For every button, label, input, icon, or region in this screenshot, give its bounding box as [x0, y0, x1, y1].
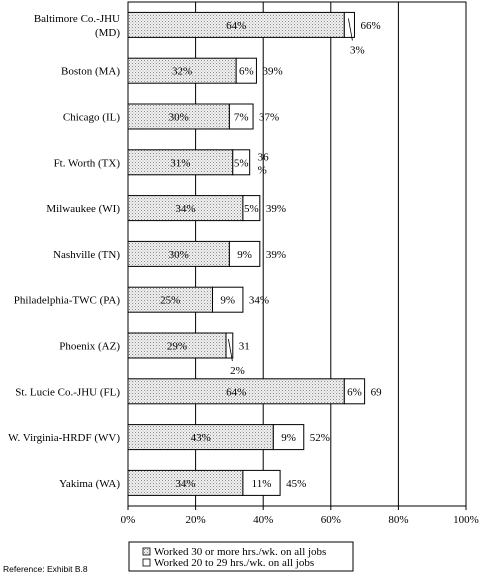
x-tick-label: 0% [121, 514, 136, 526]
bar-series-1 [127, 195, 244, 222]
bar-value-label-series-2: 5% [234, 157, 249, 169]
legend-swatch-series-1 [142, 547, 151, 556]
category-label: Ft. Worth (TX) [54, 157, 121, 169]
x-tick-label: 60% [321, 514, 341, 526]
bar-series-1 [127, 11, 345, 38]
bar-total-label: 39% [266, 203, 286, 215]
category-label: Nashville (TN) [53, 249, 120, 261]
bar-total-label: 45% [286, 478, 306, 490]
x-tick-label: 80% [388, 514, 408, 526]
bar-total-label: 52% [310, 432, 330, 444]
bar-value-label-series-1: 34% [175, 478, 195, 490]
data-labels: 64% 3% 66% 32% 6% 39% 30% 7% 37% 31% 5% 36% 34% 5% 39%… [160, 18, 382, 490]
bar-value-label-series-1: 34% [175, 203, 195, 215]
bar-value-label-series-2: 6% [239, 66, 254, 78]
bar-series-2 [232, 149, 251, 176]
bar-series-1 [127, 286, 213, 313]
category-label: Philadelphia-TWC (PA) [14, 295, 121, 307]
bar-total-label: 66% [360, 20, 380, 32]
legend: Worked 30 or more hrs./wk. on all jobs W… [128, 541, 354, 572]
bar-series-2 [242, 469, 281, 496]
bar-value-label-series-2: 7% [234, 112, 249, 124]
bar-total-label: 31 [239, 341, 250, 353]
bar-series-1 [127, 103, 230, 130]
bar-total-label: 39% [266, 249, 286, 261]
axes: 0% 20% 40% 60% 80% 100% Baltimore Co.-JHU (MD) B… [8, 1, 479, 526]
bar-value-label-series-1: 43% [191, 432, 211, 444]
bar-value-label-series-1: 25% [160, 295, 180, 307]
bar-value-label-series-2: 2% [230, 365, 245, 377]
bar-value-label-series-1: 31% [170, 157, 190, 169]
bar-value-label-series-1: 30% [169, 112, 189, 124]
bar-value-label-series-2: 3% [350, 44, 365, 56]
legend-swatch-series-2 [142, 558, 151, 567]
x-tick-label: 40% [253, 514, 273, 526]
category-label: Chicago (IL) [63, 112, 120, 124]
bar-total-label: 37% [259, 112, 279, 124]
bar-series-1 [127, 149, 234, 176]
bar-series-2 [228, 240, 261, 267]
x-tick-label: 100% [453, 514, 479, 526]
bar-series-2 [235, 57, 257, 84]
category-label: Boston (MA) [61, 66, 120, 78]
bar-series-1 [127, 469, 244, 496]
bar-series-2 [228, 103, 254, 130]
bar-total-label: 34% [249, 295, 269, 307]
reference-footnote: Reference: Exhibit B.8 [3, 564, 88, 574]
x-tick-label: 20% [186, 514, 206, 526]
category-label: Milwaukee (WI) [46, 203, 120, 215]
category-label: St. Lucie Co.-JHU (FL) [15, 386, 120, 398]
legend-label-series-2: Worked 20 to 29 hrs./wk. on all jobs [154, 557, 314, 569]
bar-series-2 [343, 378, 366, 405]
leader-line [347, 18, 353, 41]
bar-series-2 [242, 195, 261, 222]
bar-value-label-series-1: 30% [169, 249, 189, 261]
bar-total-label: 36 [258, 151, 270, 163]
bar-series-2 [272, 424, 305, 451]
bar-value-label-series-2: 5% [244, 203, 259, 215]
bar-total-label-unit: % [258, 164, 267, 176]
plot-frame [127, 1, 467, 507]
category-label: W. Virginia-HRDF (WV) [8, 432, 120, 444]
bar-value-label-series-2: 9% [237, 249, 252, 261]
bar-value-label-series-2: 9% [220, 295, 235, 307]
bar-series-1 [127, 378, 345, 405]
bars [127, 11, 366, 496]
bar-value-label-series-1: 29% [167, 341, 187, 353]
bar-value-label-series-1: 64% [226, 20, 246, 32]
bar-series-1 [127, 424, 274, 451]
bar-value-label-series-2: 11% [252, 478, 272, 490]
leader-line [228, 338, 233, 362]
bar-series-1 [127, 240, 230, 267]
category-label: (MD) [95, 27, 120, 39]
category-label: Phoenix (AZ) [59, 341, 120, 353]
bar-series-2 [212, 286, 244, 313]
category-label: Baltimore Co.-JHU [34, 13, 120, 25]
bar-total-label: 39% [262, 66, 282, 78]
legend-label-series-1: Worked 30 or more hrs./wk. on all jobs [154, 546, 326, 558]
bar-value-label-series-1: 32% [172, 66, 192, 78]
bar-total-label: 69 [371, 386, 383, 398]
category-label: Yakima (WA) [59, 478, 120, 490]
bar-value-label-series-2: 9% [281, 432, 296, 444]
bar-value-label-series-1: 64% [226, 386, 246, 398]
bar-value-label-series-2: 6% [347, 386, 362, 398]
